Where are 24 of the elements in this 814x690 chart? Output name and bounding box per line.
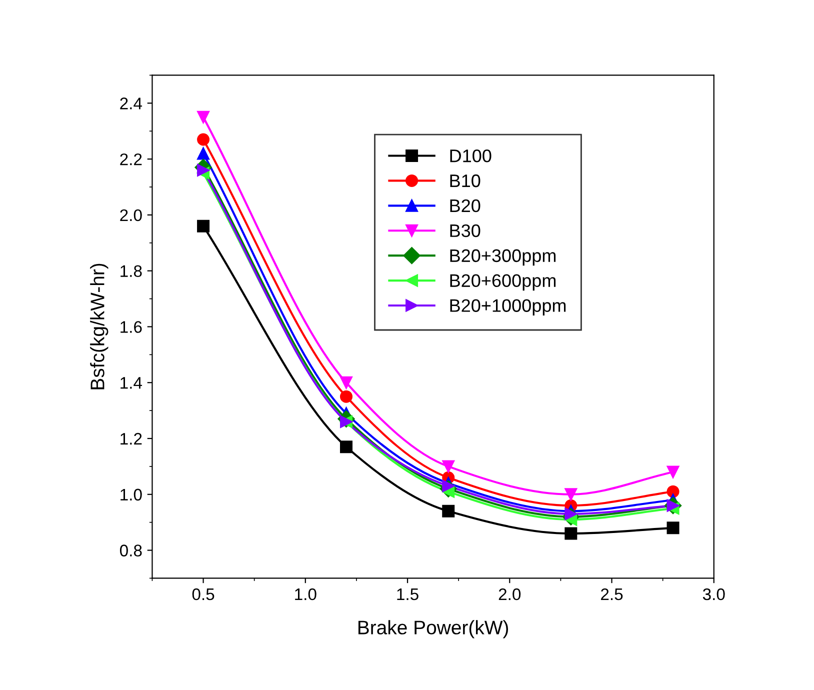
legend-label: B30 bbox=[450, 224, 480, 238]
legend-label: B10 bbox=[450, 174, 480, 188]
y-tick-label: 2.0 bbox=[120, 209, 142, 222]
legend-label: B20+300ppm bbox=[450, 249, 556, 266]
x-tick-label: 2.0 bbox=[498, 588, 521, 600]
y-tick-label: 1.0 bbox=[120, 488, 142, 501]
legend-label: B20 bbox=[450, 199, 480, 212]
legend-label: B20+1000ppm bbox=[450, 299, 566, 316]
y-tick-label: 1.8 bbox=[120, 265, 142, 278]
y-axis-title: Bsfc(kg/kW-hr) bbox=[90, 264, 108, 390]
x-tick-label: 1.5 bbox=[397, 588, 418, 600]
y-tick-label: 0.8 bbox=[120, 544, 142, 556]
y-tick-label: 2.4 bbox=[120, 98, 142, 110]
x-tick-label: 3.0 bbox=[702, 588, 725, 600]
x-tick-label: 0.5 bbox=[192, 588, 214, 600]
legend-label: B20+600ppm bbox=[450, 274, 556, 291]
x-tick-label: 1.0 bbox=[295, 588, 316, 600]
y-tick-label: 2.2 bbox=[120, 153, 142, 166]
y-tick-label: 1.2 bbox=[120, 432, 142, 445]
x-tick-label: 2.5 bbox=[601, 588, 623, 600]
x-axis-title: Brake Power(kW) bbox=[358, 620, 508, 638]
y-tick-label: 1.6 bbox=[120, 321, 142, 333]
y-tick-label: 1.4 bbox=[120, 377, 142, 389]
legend-label: D100 bbox=[450, 149, 492, 162]
